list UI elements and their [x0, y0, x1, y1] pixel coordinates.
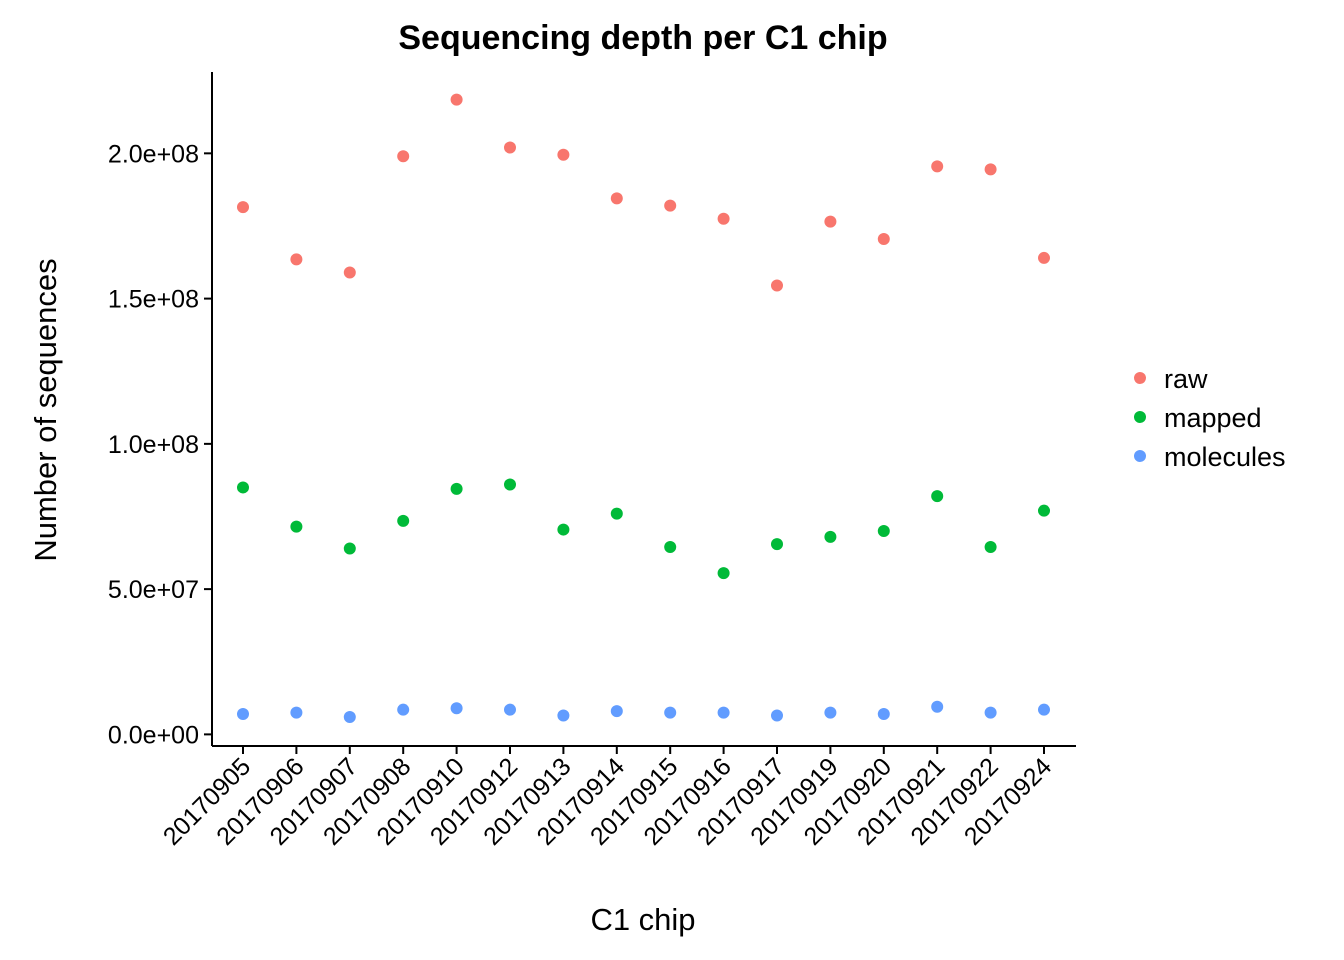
data-point-raw [771, 279, 783, 292]
x-axis-ticks: 2017090520170906201709072017090820170910… [158, 746, 1057, 851]
data-point-raw [504, 141, 516, 154]
data-point-raw [664, 199, 677, 212]
legend-key-molecules [1134, 450, 1146, 462]
data-point-mapped [664, 540, 677, 553]
data-point-raw [290, 253, 303, 266]
data-point-mapped [397, 514, 410, 527]
x-axis-title: C1 chip [590, 902, 695, 937]
data-point-molecules [290, 706, 303, 719]
plot-area [237, 93, 1050, 723]
data-point-mapped [343, 542, 356, 555]
data-point-mapped [717, 567, 730, 580]
data-point-raw [877, 233, 890, 246]
data-point-mapped [877, 525, 890, 538]
series-raw [237, 93, 1050, 292]
data-point-molecules [931, 700, 944, 713]
data-point-raw [984, 163, 997, 176]
data-point-molecules [397, 703, 410, 716]
legend: raw mapped molecules [1134, 364, 1286, 472]
legend-label-raw: raw [1164, 364, 1208, 394]
data-point-raw [824, 215, 837, 228]
data-point-molecules [664, 706, 677, 719]
data-point-raw [717, 212, 730, 225]
data-point-mapped [931, 490, 944, 503]
data-point-mapped [984, 540, 997, 553]
y-tick-label: 2.0e+08 [108, 140, 199, 168]
series-mapped [237, 478, 1050, 580]
data-point-mapped [610, 507, 623, 520]
y-axis-ticks: 0.0e+00 5.0e+07 1.0e+08 1.5e+08 2.0e+08 [108, 140, 212, 749]
data-point-molecules [984, 706, 997, 719]
legend-key-raw [1134, 372, 1146, 384]
data-point-molecules [717, 706, 730, 719]
data-point-molecules [877, 708, 890, 721]
data-point-raw [237, 201, 249, 214]
data-point-raw [1038, 251, 1050, 264]
y-tick-label: 0.0e+00 [108, 721, 199, 749]
data-point-raw [450, 93, 463, 106]
y-axis-title: Number of sequences [28, 258, 63, 561]
y-tick-label: 1.5e+08 [108, 286, 199, 314]
series-molecules [237, 700, 1050, 723]
data-point-mapped [824, 530, 837, 543]
data-point-mapped [290, 520, 303, 533]
chart-title: Sequencing depth per C1 chip [398, 19, 887, 57]
data-point-molecules [450, 702, 463, 715]
y-tick-label: 5.0e+07 [108, 576, 199, 604]
data-point-molecules [610, 705, 623, 718]
legend-label-mapped: mapped [1164, 403, 1262, 433]
data-point-raw [557, 148, 570, 161]
data-point-molecules [1038, 703, 1050, 716]
data-point-molecules [824, 706, 837, 719]
data-point-molecules [771, 709, 783, 722]
y-tick-label: 1.0e+08 [108, 431, 199, 459]
data-point-mapped [237, 481, 249, 494]
data-point-molecules [504, 703, 516, 716]
data-point-mapped [450, 482, 463, 495]
data-point-molecules [237, 708, 249, 721]
data-point-raw [343, 266, 356, 279]
data-point-mapped [557, 523, 570, 536]
data-point-mapped [504, 478, 516, 491]
legend-key-mapped [1134, 411, 1146, 423]
data-point-mapped [771, 538, 783, 551]
data-point-molecules [557, 709, 570, 722]
data-point-raw [931, 160, 944, 173]
data-point-raw [610, 192, 623, 205]
legend-label-molecules: molecules [1164, 442, 1286, 472]
data-point-raw [397, 150, 410, 163]
data-point-mapped [1038, 504, 1050, 517]
data-point-molecules [343, 710, 356, 723]
